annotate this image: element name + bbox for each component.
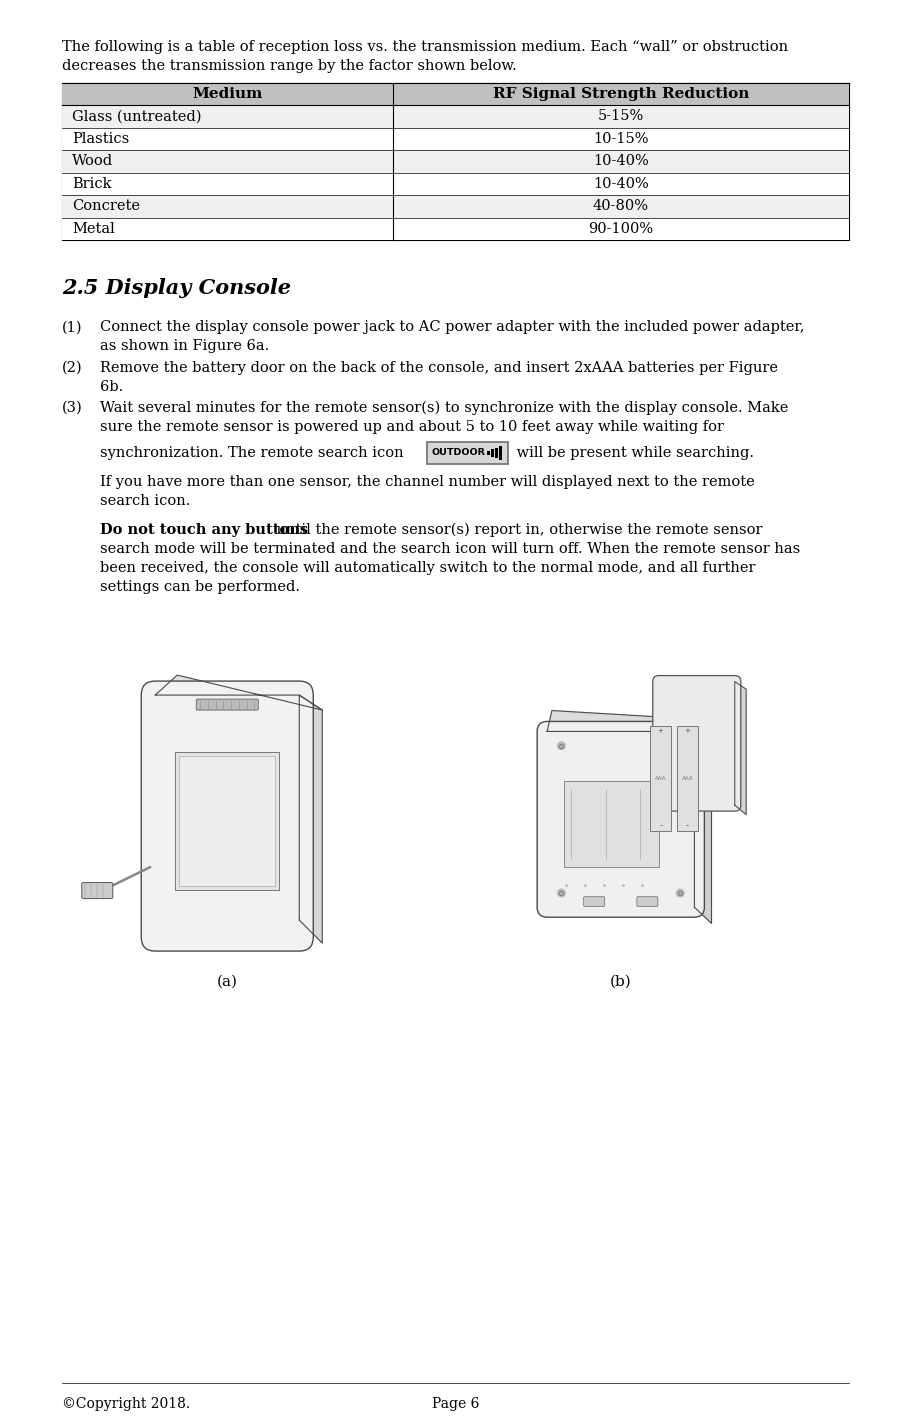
Bar xyxy=(564,782,659,867)
Text: decreases the transmission range by the factor shown below.: decreases the transmission range by the … xyxy=(62,60,517,74)
Bar xyxy=(62,82,849,105)
Text: AAA: AAA xyxy=(655,776,667,780)
Bar xyxy=(487,451,490,455)
Bar xyxy=(650,727,671,830)
FancyBboxPatch shape xyxy=(537,721,704,917)
Text: synchronization. The remote search icon: synchronization. The remote search icon xyxy=(100,446,408,460)
Text: Connect the display console power jack to AC power adapter with the included pow: Connect the display console power jack t… xyxy=(100,321,804,335)
Text: +: + xyxy=(658,728,663,734)
Text: Metal: Metal xyxy=(72,221,115,236)
Text: (a): (a) xyxy=(217,975,238,989)
Text: (3): (3) xyxy=(62,400,83,414)
Bar xyxy=(175,752,280,890)
Text: If you have more than one sensor, the channel number will displayed next to the : If you have more than one sensor, the ch… xyxy=(100,475,754,488)
Bar xyxy=(492,450,495,457)
Bar xyxy=(62,217,849,240)
Text: Remove the battery door on the back of the console, and insert 2xAAA batteries p: Remove the battery door on the back of t… xyxy=(100,360,778,375)
Text: search icon.: search icon. xyxy=(100,494,190,508)
Text: ©Copyright 2018.: ©Copyright 2018. xyxy=(62,1396,190,1410)
Text: (2): (2) xyxy=(62,360,83,375)
Circle shape xyxy=(558,890,565,897)
Text: search mode will be terminated and the search icon will turn off. When the remot: search mode will be terminated and the s… xyxy=(100,542,800,556)
Text: AAA: AAA xyxy=(681,776,693,780)
Text: will be present while searching.: will be present while searching. xyxy=(512,446,754,460)
Text: Concrete: Concrete xyxy=(72,200,140,213)
Text: as shown in Figure 6a.: as shown in Figure 6a. xyxy=(100,339,270,353)
Polygon shape xyxy=(548,711,711,731)
Text: (1): (1) xyxy=(62,321,83,335)
Bar xyxy=(499,446,502,460)
Text: until the remote sensor(s) report in, otherwise the remote sensor: until the remote sensor(s) report in, ot… xyxy=(272,522,763,538)
Circle shape xyxy=(558,742,565,749)
Bar xyxy=(179,756,275,885)
Text: settings can be performed.: settings can be performed. xyxy=(100,580,300,595)
Text: OUTDOOR: OUTDOOR xyxy=(432,448,486,457)
Text: 40-80%: 40-80% xyxy=(593,200,649,213)
Text: (b): (b) xyxy=(609,975,631,989)
Text: sure the remote sensor is powered up and about 5 to 10 feet away while waiting f: sure the remote sensor is powered up and… xyxy=(100,420,724,434)
Text: Do not touch any buttons: Do not touch any buttons xyxy=(100,522,308,536)
Bar xyxy=(62,173,849,196)
Bar xyxy=(62,82,849,240)
Bar xyxy=(496,447,498,458)
Polygon shape xyxy=(735,681,746,815)
FancyBboxPatch shape xyxy=(82,883,113,898)
Circle shape xyxy=(676,742,684,749)
Text: Wait several minutes for the remote sensor(s) to synchronize with the display co: Wait several minutes for the remote sens… xyxy=(100,400,788,416)
Polygon shape xyxy=(300,695,322,944)
FancyBboxPatch shape xyxy=(637,897,658,907)
Text: 6b.: 6b. xyxy=(100,380,123,393)
Text: 2.5 Display Console: 2.5 Display Console xyxy=(62,278,291,298)
Bar xyxy=(62,196,849,217)
Text: 10-15%: 10-15% xyxy=(593,132,649,146)
Text: Wood: Wood xyxy=(72,155,113,169)
Text: RF Signal Strength Reduction: RF Signal Strength Reduction xyxy=(493,87,749,101)
Bar xyxy=(62,128,849,150)
Bar xyxy=(62,150,849,173)
Text: -: - xyxy=(660,822,662,830)
Text: 10-40%: 10-40% xyxy=(593,177,649,192)
Text: 90-100%: 90-100% xyxy=(589,221,653,236)
Text: Plastics: Plastics xyxy=(72,132,129,146)
Text: Glass (untreated): Glass (untreated) xyxy=(72,109,201,123)
Polygon shape xyxy=(155,675,322,710)
Polygon shape xyxy=(694,719,711,924)
Text: +: + xyxy=(684,728,691,734)
Text: Page 6: Page 6 xyxy=(432,1396,479,1410)
FancyBboxPatch shape xyxy=(141,681,313,951)
Text: 10-40%: 10-40% xyxy=(593,155,649,169)
Circle shape xyxy=(676,890,684,897)
Text: 5-15%: 5-15% xyxy=(598,109,644,123)
Bar xyxy=(677,727,698,830)
Text: -: - xyxy=(686,822,689,830)
FancyBboxPatch shape xyxy=(196,700,259,710)
FancyBboxPatch shape xyxy=(427,441,508,464)
FancyBboxPatch shape xyxy=(584,897,605,907)
FancyBboxPatch shape xyxy=(653,675,741,812)
Text: Medium: Medium xyxy=(192,87,262,101)
Bar xyxy=(62,105,849,128)
Text: been received, the console will automatically switch to the normal mode, and all: been received, the console will automati… xyxy=(100,561,755,575)
Text: The following is a table of reception loss vs. the transmission medium. Each “wa: The following is a table of reception lo… xyxy=(62,40,788,54)
Text: Brick: Brick xyxy=(72,177,111,192)
